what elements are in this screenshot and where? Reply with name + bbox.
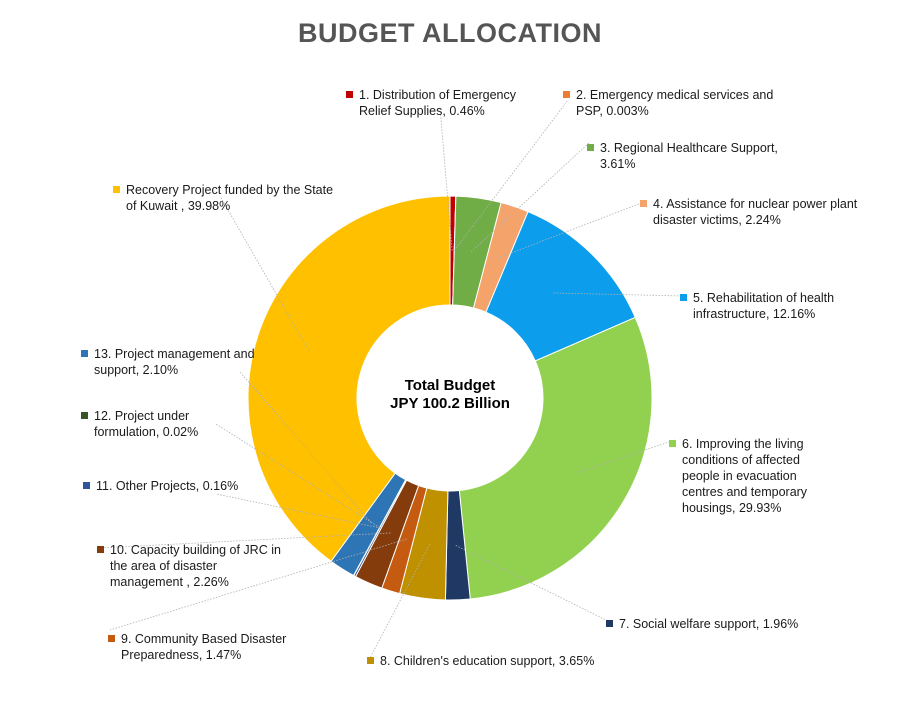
legend-marker-5	[680, 294, 687, 301]
legend-marker-7	[606, 620, 613, 627]
data-label-7: 7. Social welfare support, 1.96%	[606, 616, 809, 632]
leader-line-5	[553, 292, 684, 297]
legend-marker-4	[640, 200, 647, 207]
data-label-1: 1. Distribution of Emergency Relief Supp…	[346, 87, 539, 119]
data-label-14: Recovery Project funded by the State of …	[113, 182, 346, 214]
data-label-11: 11. Other Projects, 0.16%	[83, 478, 246, 494]
data-label-9: 9. Community Based Disaster Preparedness…	[108, 631, 341, 663]
leader-line-14	[219, 195, 311, 353]
data-label-text-3: 3. Regional Healthcare Support, 3.61%	[600, 141, 778, 171]
data-label-text-5: 5. Rehabilitation of health infrastructu…	[693, 291, 835, 321]
data-label-text-12: 12. Project under formulation, 0.02%	[94, 409, 199, 439]
data-label-text-6: 6. Improving the living conditions of af…	[682, 437, 808, 515]
center-label-line-1: Total Budget	[404, 377, 496, 394]
data-label-4: 4. Assistance for nuclear power plant di…	[640, 196, 863, 228]
leader-line-3	[470, 141, 591, 253]
legend-marker-6	[669, 440, 676, 447]
legend-marker-10	[97, 546, 104, 553]
chart-title: BUDGET ALLOCATION	[298, 18, 602, 48]
legend-marker-3	[587, 144, 594, 151]
legend-marker-1	[346, 91, 353, 98]
data-label-text-2: 2. Emergency medical services and PSP, 0…	[576, 88, 774, 118]
data-label-text-9: 9. Community Based Disaster Preparedness…	[121, 632, 287, 662]
data-label-8: 8. Children's education support, 3.65%	[367, 653, 600, 669]
data-label-text-13: 13. Project management and support, 2.10…	[94, 347, 255, 377]
leader-line-2	[453, 99, 569, 251]
legend-marker-14	[113, 186, 120, 193]
data-label-text-11: 11. Other Projects, 0.16%	[96, 479, 239, 493]
data-label-text-7: 7. Social welfare support, 1.96%	[619, 617, 799, 631]
donut-center-label: Total Budget JPY 100.2 Billion	[370, 377, 530, 413]
leader-line-10	[99, 532, 391, 549]
data-label-3: 3. Regional Healthcare Support, 3.61%	[587, 140, 810, 172]
donut-slice-14	[247, 195, 451, 562]
data-label-text-10: 10. Capacity building of JRC in the area…	[110, 543, 281, 589]
leader-line-11	[215, 493, 381, 529]
legend-marker-13	[81, 350, 88, 357]
legend-marker-11	[83, 482, 90, 489]
data-label-text-8: 8. Children's education support, 3.65%	[380, 654, 595, 668]
data-label-text-14: Recovery Project funded by the State of …	[126, 183, 334, 213]
leader-line-12	[215, 423, 380, 528]
leader-line-4	[497, 201, 645, 259]
legend-marker-2	[563, 91, 570, 98]
leader-line-13	[239, 371, 372, 523]
data-label-text-4: 4. Assistance for nuclear power plant di…	[653, 197, 858, 227]
legend-marker-12	[81, 412, 88, 419]
center-label-line-2: JPY 100.2 Billion	[390, 395, 510, 412]
leader-line-6	[577, 439, 676, 473]
data-label-5: 5. Rehabilitation of health infrastructu…	[680, 290, 883, 322]
data-label-13: 13. Project management and support, 2.10…	[81, 346, 269, 378]
data-label-2: 2. Emergency medical services and PSP, 0…	[563, 87, 786, 119]
data-label-12: 12. Project under formulation, 0.02%	[81, 408, 244, 440]
data-label-10: 10. Capacity building of JRC in the area…	[97, 542, 290, 590]
leader-line-9	[109, 538, 407, 631]
legend-marker-8	[367, 657, 374, 664]
leader-line-8	[369, 543, 431, 659]
donut-slice-6	[458, 316, 653, 600]
legend-marker-9	[108, 635, 115, 642]
data-label-6: 6. Improving the living conditions of af…	[669, 436, 832, 516]
data-label-text-1: 1. Distribution of Emergency Relief Supp…	[359, 88, 517, 118]
